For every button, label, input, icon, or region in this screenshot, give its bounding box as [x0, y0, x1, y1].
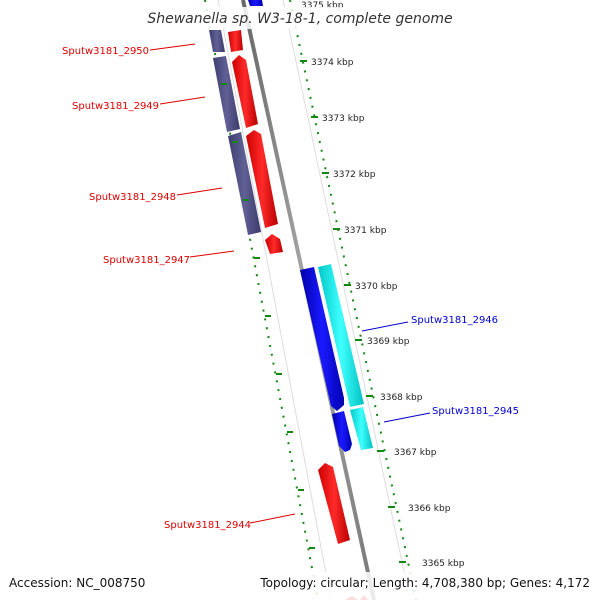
cog-2948[interactable]	[228, 132, 261, 235]
gene-label-2944[interactable]: Sputw3181_2944	[164, 520, 251, 531]
leader-line-2946	[361, 321, 409, 332]
tick-label: 3375 kbp	[301, 1, 344, 11]
reverse-cds-features	[248, 0, 352, 452]
leader-line-2949	[159, 96, 206, 105]
gene-label-2948[interactable]: Sputw3181_2948	[89, 192, 176, 203]
accession-text: Accession: NC_008750	[9, 576, 145, 590]
left-ticks	[221, 83, 315, 549]
map-title: Shewanella sp. W3-18-1, complete genome	[147, 11, 452, 27]
leader-line-2950	[149, 43, 196, 51]
cds-top-partial-reverse[interactable]	[248, 0, 263, 6]
leader-line-2947	[189, 250, 235, 258]
title-backdrop	[145, 7, 455, 29]
leader-line-2945	[383, 412, 431, 423]
gene-labels: Sputw3181_2950 Sputw3181_2949 Sputw3181_…	[62, 43, 519, 531]
tick-label: 3374 kbp	[311, 58, 354, 68]
cds-2944-forward[interactable]	[318, 463, 350, 544]
tick-label: 3373 kbp	[322, 114, 365, 124]
cds-2945-reverse[interactable]	[332, 411, 352, 452]
tick-label: 3367 kbp	[394, 448, 437, 458]
cds-2949-forward[interactable]	[232, 55, 258, 128]
cds-2947-forward[interactable]	[265, 234, 283, 254]
tick-label: 3369 kbp	[367, 337, 410, 347]
gene-label-2947[interactable]: Sputw3181_2947	[103, 255, 190, 266]
cog-forward-features	[209, 30, 261, 235]
gene-label-2945[interactable]: Sputw3181_2945	[432, 406, 519, 417]
right-dotted-line	[289, 0, 417, 600]
tick-label: 3372 kbp	[333, 170, 376, 180]
summary-text: Topology: circular; Length: 4,708,380 bp…	[259, 576, 590, 590]
leader-line-2944	[249, 513, 296, 524]
tick-label: 3370 kbp	[355, 282, 398, 292]
gene-label-2949[interactable]: Sputw3181_2949	[72, 101, 159, 112]
cds-2950-forward[interactable]	[228, 30, 243, 52]
track-guide	[217, 0, 332, 600]
cog-2950[interactable]	[209, 30, 225, 52]
kbp-ticks: 3375 kbp 3374 kbp 3373 kbp 3372 kbp 3371…	[300, 1, 465, 569]
tick-label: 3371 kbp	[344, 226, 387, 236]
cog-2949[interactable]	[213, 56, 240, 132]
cds-2946-reverse[interactable]	[300, 267, 344, 411]
tick-label: 3368 kbp	[380, 393, 423, 403]
cog-2946[interactable]	[318, 264, 364, 407]
footer-backdrop	[0, 572, 600, 600]
track-guide	[282, 0, 411, 600]
leader-line-2948	[176, 187, 223, 196]
cog-reverse-features	[318, 264, 373, 450]
gene-label-2946[interactable]: Sputw3181_2946	[411, 315, 498, 326]
right-tick-track	[289, 0, 417, 600]
cog-2945[interactable]	[350, 407, 373, 450]
cds-2948-forward[interactable]	[246, 130, 278, 228]
tick-label: 3365 kbp	[422, 559, 465, 569]
tick-label: 3366 kbp	[408, 504, 451, 514]
gene-label-2950[interactable]: Sputw3181_2950	[62, 46, 149, 57]
